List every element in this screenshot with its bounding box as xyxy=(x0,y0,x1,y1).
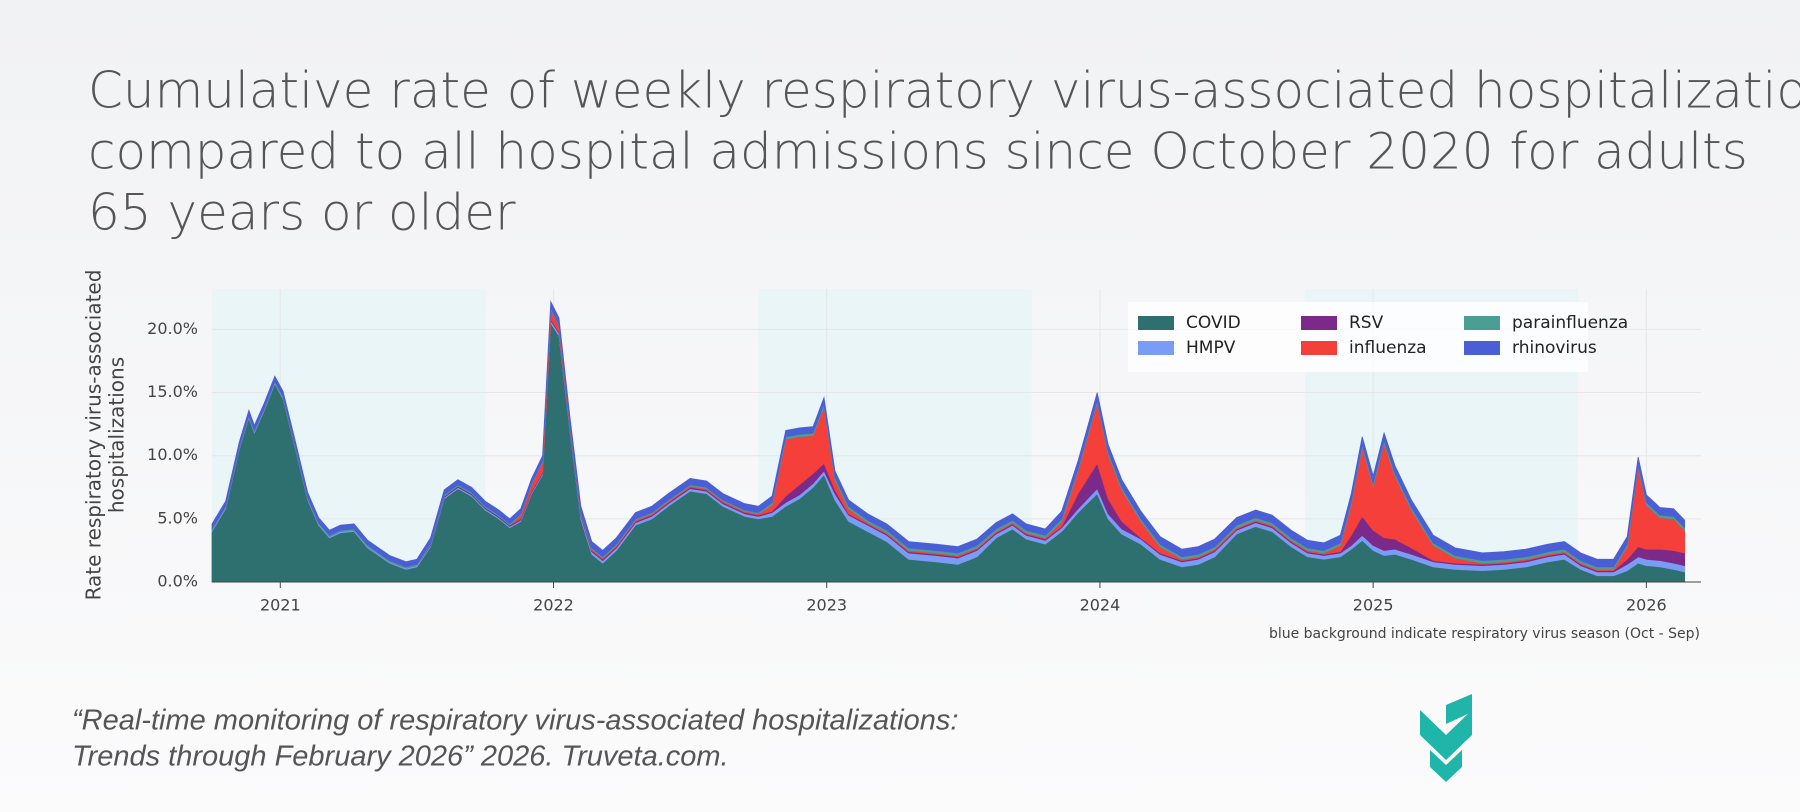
y-axis-label: Rate respiratory virus-associated xyxy=(82,270,106,601)
x-tick-label: 2025 xyxy=(1353,596,1394,615)
legend-label: parainfluenza xyxy=(1512,313,1628,333)
y-tick-label: 15.0% xyxy=(147,382,198,401)
note: blue background indicate respiratory vir… xyxy=(1269,626,1700,642)
legend-swatch xyxy=(1138,341,1174,355)
legend-swatch xyxy=(1301,316,1337,330)
legend-swatch xyxy=(1301,341,1337,355)
y-tick-label: 20.0% xyxy=(147,319,198,338)
title-line: compared to all hospital admissions sinc… xyxy=(88,123,1748,181)
area xyxy=(211,300,1686,568)
legend-label: influenza xyxy=(1349,338,1427,358)
y-tick-label: 0.0% xyxy=(157,572,198,591)
legend-label: rhinovirus xyxy=(1512,338,1597,358)
citation: Trends through February 2026” 2026. Truv… xyxy=(72,741,729,773)
x-tick-label: 2022 xyxy=(533,596,574,615)
logo-icon xyxy=(1420,694,1472,782)
legend: COVID HMPV RSV influenza parainfluenza rhinov… xyxy=(1128,302,1628,372)
x-tick-label: 2023 xyxy=(806,596,847,615)
legend-label: HMPV xyxy=(1186,338,1236,358)
x-tick-label: 2024 xyxy=(1080,596,1121,615)
legend-swatch xyxy=(1464,316,1500,330)
y-tick-label: 10.0% xyxy=(147,445,198,464)
plot: 0.0% 5.0% 10.0% 15.0% 20.0% 2021 2022 2023 2024 2… xyxy=(147,289,1701,615)
y-tick-label: 5.0% xyxy=(157,508,198,527)
legend-box xyxy=(1128,302,1588,372)
title-line: Cumulative rate of weekly respiratory vi… xyxy=(88,62,1800,120)
citation: “Real-time monitoring of respiratory vir… xyxy=(72,705,958,737)
y-axis-label: hospitalizations xyxy=(105,357,129,513)
title-line: 65 years or older xyxy=(88,184,516,242)
x-tick-label: 2026 xyxy=(1626,596,1667,615)
legend-label: COVID xyxy=(1186,313,1241,333)
x-tick-label: 2021 xyxy=(260,596,301,615)
legend-swatch xyxy=(1138,316,1174,330)
legend-label: RSV xyxy=(1349,313,1384,333)
legend-swatch xyxy=(1464,341,1500,355)
